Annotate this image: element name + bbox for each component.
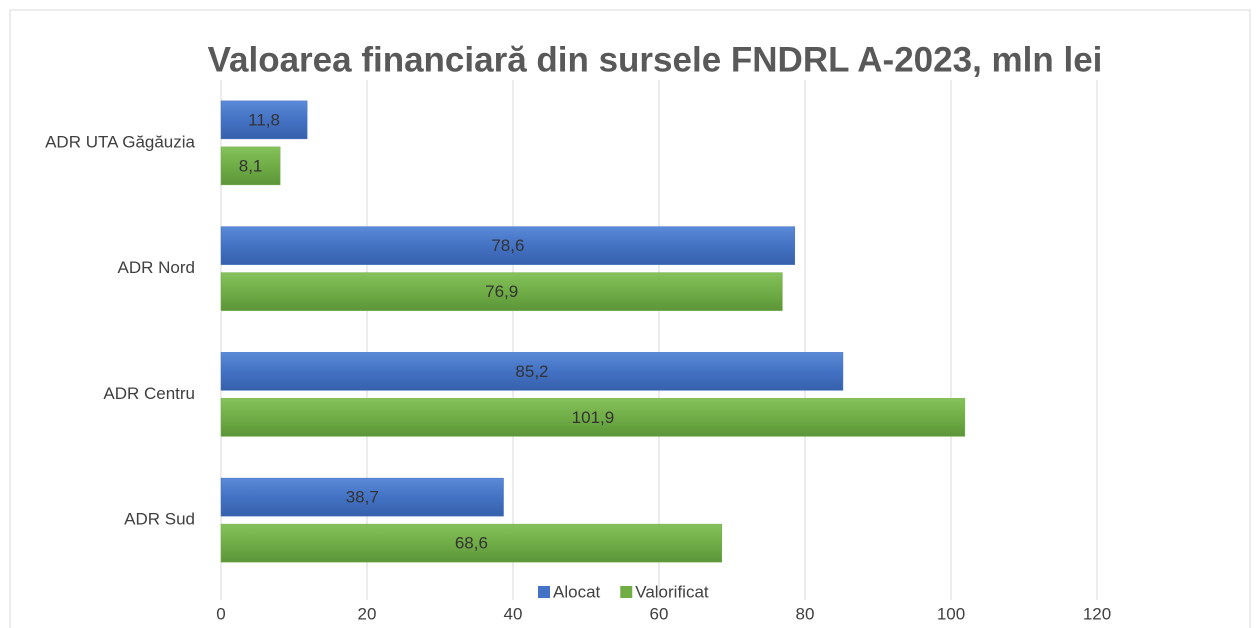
x-tick-label: 120 — [1083, 604, 1111, 623]
legend-label: Alocat — [553, 582, 601, 601]
data-label: 11,8 — [248, 110, 280, 129]
data-label: 8,1 — [239, 156, 263, 175]
x-tick-label: 0 — [216, 604, 225, 623]
data-label: 101,9 — [572, 408, 615, 427]
y-tick-label: ADR Sud — [124, 510, 195, 529]
y-tick-label: ADR UTA Găgăuzia — [45, 132, 195, 151]
data-label: 76,9 — [485, 282, 518, 301]
bar — [220, 272, 783, 311]
bar — [220, 398, 966, 437]
legend-key — [538, 586, 550, 598]
data-label: 68,6 — [455, 534, 488, 553]
y-tick-label: ADR Nord — [118, 258, 195, 277]
bar — [220, 352, 844, 391]
chart-title: Valoarea financiară din sursele FNDRL A-… — [208, 40, 1103, 79]
data-label: 78,6 — [491, 236, 524, 255]
legend-label: Valorificat — [635, 582, 709, 601]
bar — [220, 477, 504, 517]
legend-key — [620, 586, 633, 598]
data-label: 38,7 — [346, 488, 379, 507]
x-tick-label: 100 — [937, 604, 965, 623]
x-tick-label: 20 — [358, 604, 377, 623]
bar — [220, 146, 281, 186]
bar — [220, 226, 796, 265]
bar — [220, 523, 723, 563]
x-tick-label: 40 — [504, 604, 523, 623]
data-label: 85,2 — [515, 362, 548, 381]
y-tick-label: ADR Centru — [103, 384, 195, 403]
bar — [220, 100, 308, 140]
x-tick-label: 60 — [650, 604, 669, 623]
x-tick-label: 80 — [796, 604, 815, 623]
